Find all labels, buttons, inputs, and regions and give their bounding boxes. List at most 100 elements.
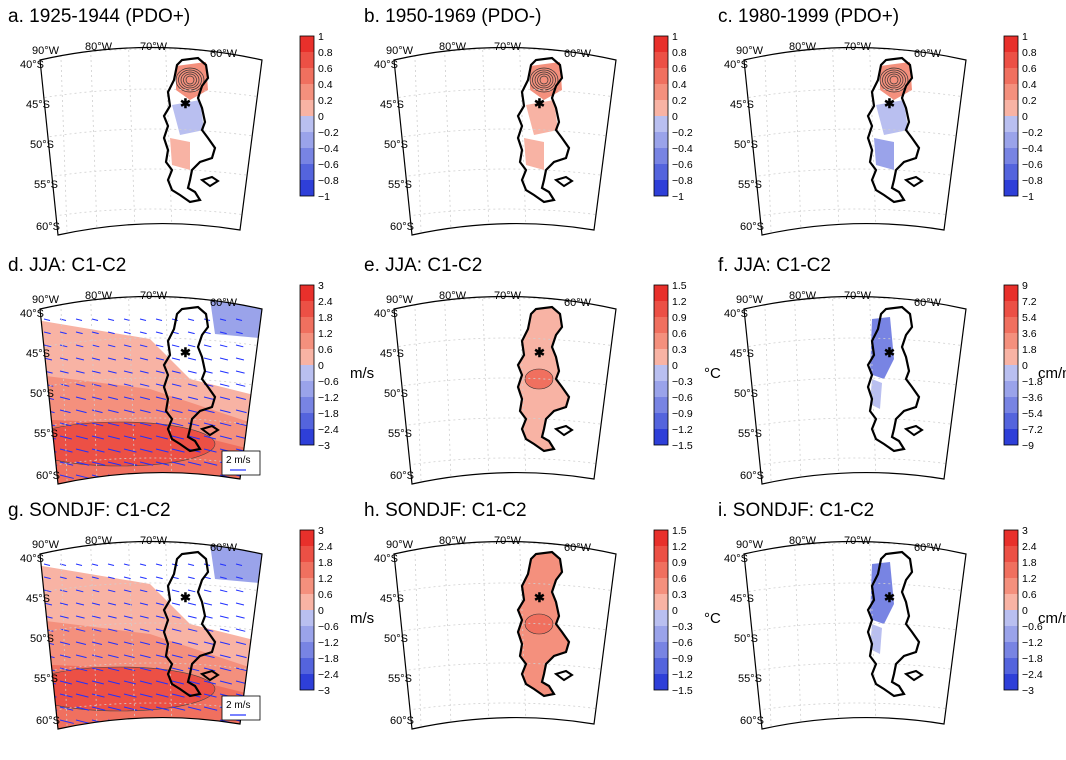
wind-vector [59,357,69,361]
colorbar-tick: 0.6 [318,589,333,601]
colorbar-tick: 1 [318,31,324,43]
lon-label: 60°W [210,48,238,60]
map-frame [39,295,263,485]
wind-vector [43,461,58,466]
wind-vector [139,383,150,387]
lat-label: 50°S [30,633,54,645]
wind-vector [75,344,84,348]
map-area: ✱ 90°W 80°W 70°W 60°W 40°S 45°S 50°S 55°S 60°S [724,41,967,236]
colorbar-tick: −0.2 [318,127,339,139]
colorbar-tick: 3.6 [1022,328,1037,340]
colorbar-tick: 0.8 [1022,47,1037,59]
wind-vector [219,563,227,566]
wind-vector [187,344,196,348]
lon-label: 60°W [914,542,942,554]
colorbar-tick: −2.4 [318,424,339,436]
graticule [744,541,966,729]
wind-vector [43,331,51,335]
colorbar-tick: −5.4 [1022,408,1043,420]
map-frame [743,46,967,236]
wind-vector [235,641,247,645]
wind-vector [171,396,183,400]
map-panel: f. JJA: C1-C2 ✱ 90°W 80°W 70°W 60°W 40°S 45°S 50… [708,255,1066,485]
colorbar-tick: −9 [1022,440,1034,452]
wind-vector [91,331,99,335]
wind-vector [235,563,243,566]
wind-vector [155,641,167,645]
lat-label: 45°S [380,593,404,605]
map-frame [393,295,617,485]
colorbar-tick: −0.6 [672,637,693,649]
lon-label: 80°W [85,535,113,547]
wind-vector [187,370,197,374]
colorbar-tick: 1.5 [672,280,687,292]
wind-vector [219,409,231,414]
unit-label: °C [704,365,721,382]
colorbar-tick: 0.8 [672,47,687,59]
lon-label: 60°W [564,297,592,309]
wind-vector [155,357,165,361]
map-frame [393,46,617,236]
colorbar-tick: 1.2 [672,296,687,308]
wind-vector [219,628,230,632]
wind-vector [107,409,119,414]
colorbar-tick: 0.8 [318,47,333,59]
colorbar-tick: −0.2 [1022,127,1043,139]
wind-vector [75,461,90,466]
wind-vector [219,396,231,400]
wind-vector [139,357,149,361]
wind-vector [75,448,89,453]
wind-vector [75,563,83,566]
lat-label: 60°S [36,221,60,233]
map-frame [39,46,263,236]
wind-vector [75,383,86,387]
wind-vector [75,422,88,427]
wind-vector [235,615,245,619]
wind-vector [75,706,90,711]
colorbar-tick: −1.2 [672,669,693,681]
lat-label: 55°S [738,428,762,440]
colorbar-tick: −0.8 [1022,175,1043,187]
wind-vector [171,383,182,387]
wind-vector [123,706,138,711]
colorbar-tick: −0.6 [1022,159,1043,171]
wind-vector [91,435,104,440]
wind-vector [187,641,199,645]
wind-vector [187,331,195,335]
colorbar-tick: 3 [318,280,324,292]
colorbar-tick: −0.8 [318,175,339,187]
colorbar-tick: 3 [318,525,324,537]
map-area: ✱ 90°W 80°W 70°W 60°W 40°S 45°S 50°S 55°S 60°S [724,535,967,730]
anomaly-field [870,562,894,654]
wind-vector [75,641,87,645]
wind-vector [91,461,106,466]
wind-vector [219,641,231,645]
colorbar-tick: 1.8 [318,312,333,324]
wind-vector [139,628,150,632]
wind-vector [187,396,199,400]
wind-vector [219,680,232,685]
colorbar-tick: 0.4 [1022,79,1037,91]
wind-vector [155,344,164,348]
wind-vector [43,589,52,593]
map-area: ✱ 90°W 80°W 70°W 60°W 40°S 45°S 50°S 55°S 60°S 2 m… [20,290,263,485]
lat-label: 40°S [374,553,398,565]
colorbar-tick: −0.9 [672,653,693,665]
wind-vector [171,370,181,374]
wind-vector [219,615,229,619]
wind-vector [203,357,213,361]
lon-label: 70°W [140,290,168,302]
wind-vector [139,331,147,335]
colorbar-tick: 1.8 [1022,557,1037,569]
wind-vector [187,706,202,711]
wind-vector [171,474,186,479]
wind-vector [187,357,197,361]
panel-title: e. JJA: C1-C2 [364,255,483,276]
wind-vector [203,448,217,453]
lon-label: 90°W [736,45,764,57]
panel-title: b. 1950-1969 (PDO-) [364,6,542,27]
lat-label: 40°S [20,553,44,565]
wind-vector [187,563,195,566]
wind-vector [123,589,132,593]
wind-vector [107,563,115,566]
